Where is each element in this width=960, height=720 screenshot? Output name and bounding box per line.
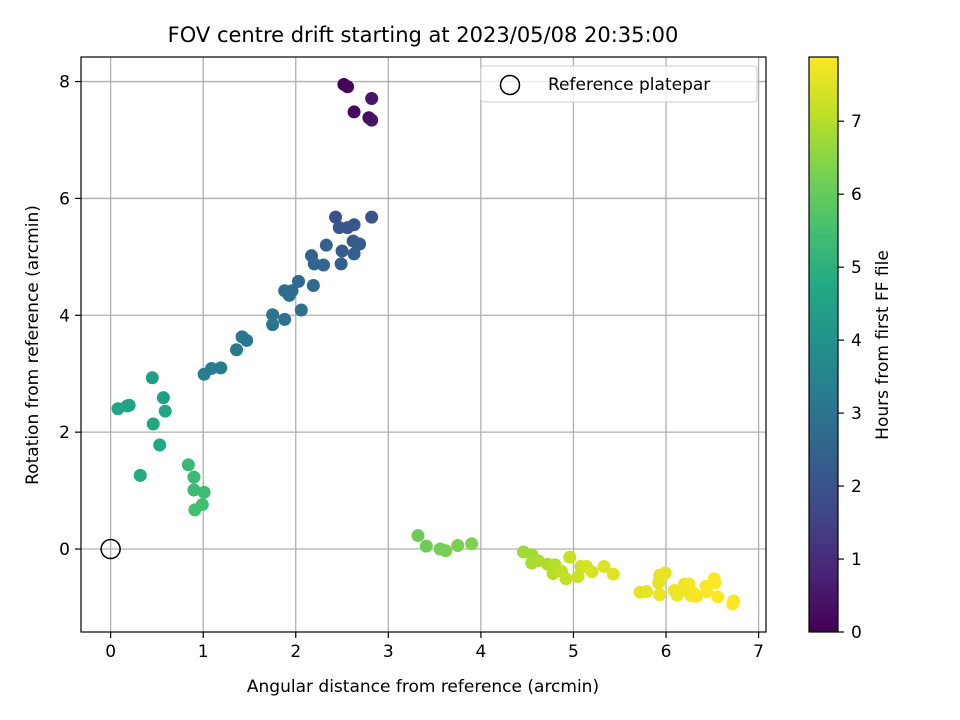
colorbar-tick-label: 2 (851, 477, 862, 497)
data-point (439, 544, 453, 558)
legend-box (480, 65, 758, 103)
data-point (294, 303, 308, 317)
data-point (334, 257, 348, 271)
data-point (365, 113, 379, 127)
data-point (640, 585, 654, 599)
reference-marker (100, 538, 121, 560)
legend: Reference platepar (480, 65, 758, 103)
y-tick-label: 6 (59, 189, 70, 209)
legend-marker (499, 74, 521, 96)
x-axis-ticks: 0 1 2 3 4 5 6 7 (105, 632, 764, 662)
colorbar-label: Hours from first FF file (873, 250, 893, 440)
y-tick-label: 4 (59, 306, 70, 326)
x-tick-label: 3 (383, 642, 394, 662)
colorbar-tick-label: 5 (851, 258, 862, 278)
data-points (111, 77, 741, 611)
colorbar-gradient (808, 56, 839, 633)
data-point (353, 237, 367, 251)
colorbar-tick-label: 3 (851, 404, 862, 424)
x-tick-label: 7 (753, 642, 764, 662)
colorbar-tick-label: 1 (851, 550, 862, 570)
data-point (329, 210, 343, 224)
colorbar-tick-label: 7 (851, 112, 862, 132)
y-axis-ticks: 0 2 4 6 8 (59, 73, 81, 560)
data-point (317, 258, 331, 272)
data-point (726, 597, 740, 611)
data-point (347, 105, 361, 119)
data-point (652, 576, 666, 590)
data-point (156, 391, 170, 405)
data-point (365, 91, 379, 105)
data-point (319, 238, 333, 252)
data-point (606, 567, 620, 581)
y-tick-label: 0 (59, 540, 70, 560)
data-point (700, 585, 714, 599)
data-point (266, 308, 280, 322)
y-tick-label: 8 (59, 73, 70, 93)
data-point (597, 560, 611, 574)
data-point (153, 438, 167, 452)
data-point (230, 343, 244, 357)
data-point (411, 529, 425, 543)
data-point (451, 539, 465, 553)
data-point (187, 470, 201, 484)
data-point (563, 550, 577, 564)
data-point (282, 288, 296, 302)
data-point (146, 417, 160, 431)
x-tick-label: 1 (198, 642, 209, 662)
colorbar-tick-label: 6 (851, 185, 862, 205)
x-axis-label: Angular distance from reference (arcmin) (247, 677, 599, 697)
data-point (585, 565, 599, 579)
data-point (197, 485, 211, 499)
data-point (658, 566, 672, 580)
chart-title: FOV centre drift starting at 2023/05/08 … (168, 23, 679, 47)
data-point (419, 539, 433, 553)
data-point (708, 576, 722, 590)
data-point (188, 503, 202, 517)
colorbar: 0 1 2 3 4 5 6 7 Hours from first FF file (808, 56, 893, 643)
data-point (158, 404, 172, 418)
y-axis-label: Rotation from reference (arcmin) (23, 205, 43, 485)
data-point (111, 402, 125, 416)
data-point (187, 483, 201, 497)
data-point (133, 468, 147, 482)
data-point (571, 569, 585, 583)
data-point (347, 247, 361, 261)
y-tick-label: 2 (59, 423, 70, 443)
data-point (711, 590, 725, 604)
colorbar-ticks: 0 1 2 3 4 5 6 7 (838, 112, 862, 643)
x-tick-label: 0 (105, 642, 116, 662)
plot-frame (80, 56, 767, 633)
data-point (365, 210, 379, 224)
data-point (197, 367, 211, 381)
x-tick-label: 4 (475, 642, 486, 662)
data-point (465, 537, 479, 551)
x-tick-label: 6 (661, 642, 672, 662)
data-point (653, 588, 667, 602)
legend-label: Reference platepar (548, 75, 710, 95)
colorbar-tick-label: 0 (851, 623, 862, 643)
data-point (347, 218, 361, 232)
data-point (145, 371, 159, 385)
data-point (559, 572, 573, 586)
x-tick-label: 5 (568, 642, 579, 662)
data-point (278, 312, 292, 326)
data-point (335, 244, 349, 258)
data-point (341, 80, 355, 94)
data-point (292, 274, 306, 288)
colorbar-tick-label: 4 (851, 331, 862, 351)
data-point (214, 361, 228, 375)
data-point (240, 333, 254, 347)
data-point (181, 458, 195, 472)
data-point (690, 589, 704, 603)
data-point (306, 278, 320, 292)
x-tick-label: 2 (290, 642, 301, 662)
data-point (266, 318, 280, 332)
